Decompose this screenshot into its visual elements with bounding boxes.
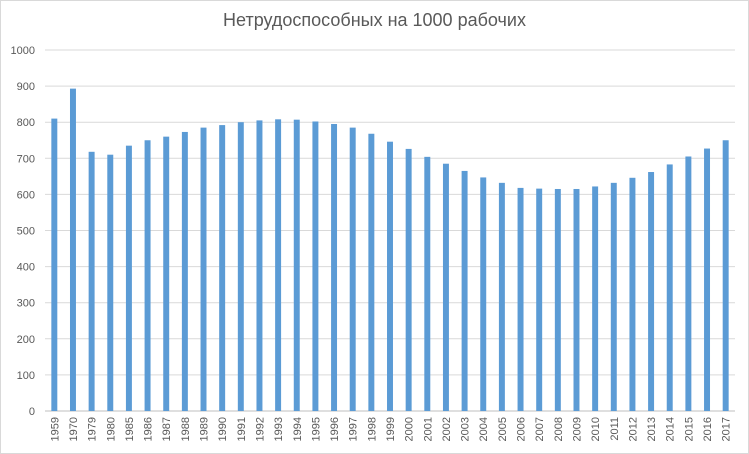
y-tick-label: 600 [17,189,35,201]
bar [237,122,244,411]
x-tick-label: 2013 [646,417,658,441]
bar [125,145,132,412]
bar [387,141,393,411]
x-tick-label: 1993 [273,417,285,441]
x-tick-label: 2012 [627,417,639,441]
x-tick-label: 1989 [199,417,211,441]
x-tick-label: 1970 [68,417,80,441]
bar [517,187,524,411]
bar [704,148,711,412]
bar [554,188,561,411]
x-tick-label: 1979 [87,417,99,441]
y-tick-label: 800 [17,117,35,129]
x-tick-label: 2010 [590,417,602,441]
x-tick-label: 2004 [478,417,490,441]
bar [610,182,617,411]
y-tick-label: 300 [17,298,35,310]
x-tick-label: 1991 [236,417,248,441]
bar [461,170,468,411]
x-tick-label: 2017 [721,417,733,441]
bar [592,186,599,411]
bar [275,119,282,411]
x-tick-label: 2006 [516,417,528,441]
bar [107,154,114,411]
bar [144,140,151,411]
bar [685,156,692,411]
bar [498,182,505,411]
y-tick-label: 400 [17,262,35,274]
x-tick-label: 2000 [404,417,416,441]
x-tick-label: 2002 [441,417,453,441]
x-tick-label: 2001 [422,417,434,441]
x-tick-label: 2011 [609,417,621,441]
bar [424,156,431,411]
bar [312,121,319,411]
bar [648,172,655,411]
x-tick-label: 1986 [143,417,155,441]
bar [405,148,412,411]
bar [722,140,729,411]
x-tick-label: 1997 [348,417,360,441]
x-tick-label: 1988 [180,417,192,441]
x-tick-label: 1980 [105,417,117,441]
bar [368,133,375,411]
x-tick-label: 2003 [460,417,472,441]
x-tick-label: 2015 [683,417,695,441]
x-tick-label: 1987 [161,417,173,441]
x-tick-label: 2008 [553,417,565,441]
bar [51,118,58,411]
x-tick-label: 1994 [292,417,304,441]
y-tick-label: 200 [17,334,35,346]
y-tick-label: 700 [17,153,35,165]
x-tick-label: 2005 [497,417,509,441]
x-tick-label: 1998 [366,417,378,441]
bar [536,188,543,411]
bar [442,163,449,411]
y-tick-label: 900 [17,81,35,93]
bar [629,177,636,411]
x-tick-label: 2009 [571,417,583,441]
chart-title: Нетрудоспособных на 1000 рабочих [223,10,526,30]
y-tick-label: 500 [17,226,35,238]
x-tick-label: 1999 [385,417,397,441]
x-tick-label: 2007 [534,417,546,441]
bar [573,188,580,411]
bar [256,120,263,412]
x-tick-label: 1996 [329,417,341,441]
x-tick-label: 2014 [665,417,677,441]
bar [219,125,226,411]
x-tick-label: 1990 [217,417,229,441]
bar [200,127,207,412]
bar [163,136,170,411]
x-tick-label: 1959 [49,417,61,441]
y-tick-label: 0 [29,406,35,418]
bar [480,177,487,411]
bar [293,119,300,411]
y-tick-label: 100 [17,370,35,382]
bar [181,131,188,411]
x-tick-label: 1985 [124,417,136,441]
bar [666,164,673,411]
bar [331,124,338,411]
bar [69,88,76,411]
y-tick-label: 1000 [11,45,35,57]
bar [349,127,356,412]
bar [88,151,95,411]
x-tick-label: 1992 [254,417,266,441]
x-tick-label: 1995 [310,417,322,441]
x-tick-label: 2016 [702,417,714,441]
